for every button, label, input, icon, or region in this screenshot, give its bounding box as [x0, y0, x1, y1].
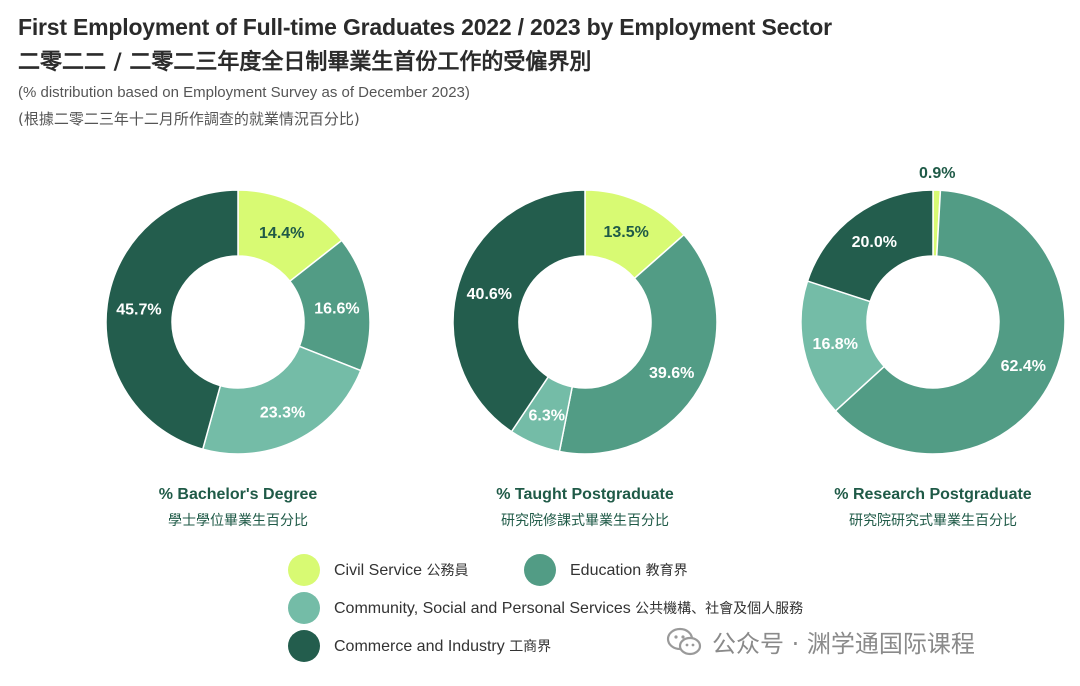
bachelor-caption-chinese: 學士學位畢業生百分比 [168, 513, 308, 529]
bachelor-label-commerce: 45.7% [116, 302, 161, 319]
watermark: 公众号 · 渊学通国际课程 [666, 624, 975, 659]
legend-label: Civil Service [334, 562, 423, 579]
bachelor-slice-community [201, 345, 362, 455]
legend-swatch-commerce [288, 630, 320, 662]
research-slice-commerce [806, 189, 934, 303]
legend-label: Education [570, 562, 642, 579]
taught-caption-chinese: 研究院修課式畢業生百分比 [501, 513, 669, 529]
legend-civil-service: Civil Service 公務員 [288, 554, 468, 586]
research-caption-chinese: 研究院研究式畢業生百分比 [849, 513, 1017, 529]
wechat-icon [666, 627, 702, 655]
taught-slice-education [558, 233, 718, 455]
legend-education: Education 教育界 [524, 554, 688, 586]
taught-label-education: 39.6% [649, 365, 694, 382]
watermark-text: 公众号 · 渊学通国际课程 [712, 630, 975, 658]
legend-commerce: Commerce and Industry 工商界 [288, 630, 551, 662]
research-slice-education [834, 189, 1066, 455]
legend-label-chinese: 教育界 [645, 563, 688, 579]
legend-label: Community, Social and Personal Services [334, 600, 631, 617]
chart-title: First Employment of Full-time Graduates … [18, 14, 832, 40]
research-caption: % Research Postgraduate [834, 486, 1032, 503]
legend-label: Commerce and Industry [334, 638, 505, 655]
legend-label-chinese: 工商界 [509, 639, 552, 655]
legend-swatch-education [524, 554, 556, 586]
legend-swatch-community [288, 592, 320, 624]
research-label-commerce: 20.0% [852, 234, 897, 251]
taught-label-commerce: 40.6% [467, 286, 512, 303]
taught-slice-commerce [452, 189, 586, 433]
bachelor-label-community: 23.3% [260, 405, 305, 422]
research-label-civil-service: 0.9% [919, 165, 955, 182]
legend-community: Community, Social and Personal Services … [288, 592, 803, 624]
bachelor-label-education: 16.6% [314, 301, 359, 318]
taught-label-civil-service: 13.5% [603, 224, 648, 241]
bachelor-caption: % Bachelor's Degree [158, 486, 318, 503]
taught-label-community: 6.3% [528, 407, 564, 424]
chart-title-chinese: 二零二二 / 二零二三年度全日制畢業生首份工作的受僱界別 [18, 50, 592, 75]
taught-caption: % Taught Postgraduate [496, 486, 674, 503]
research-label-community: 16.8% [813, 336, 858, 353]
legend-label-chinese: 公共機構、社會及個人服務 [635, 601, 804, 617]
legend-swatch-civil-service [288, 554, 320, 586]
bachelor-label-civil-service: 14.4% [259, 225, 304, 242]
legend-label-chinese: 公務員 [426, 563, 469, 579]
research-label-education: 62.4% [1001, 358, 1046, 375]
bachelor-slice-commerce [105, 189, 239, 451]
chart-subtitle: (% distribution based on Employment Surv… [18, 84, 470, 101]
chart-subtitle-chinese: (根據二零二三年十二月所作調查的就業情況百分比) [18, 110, 360, 128]
